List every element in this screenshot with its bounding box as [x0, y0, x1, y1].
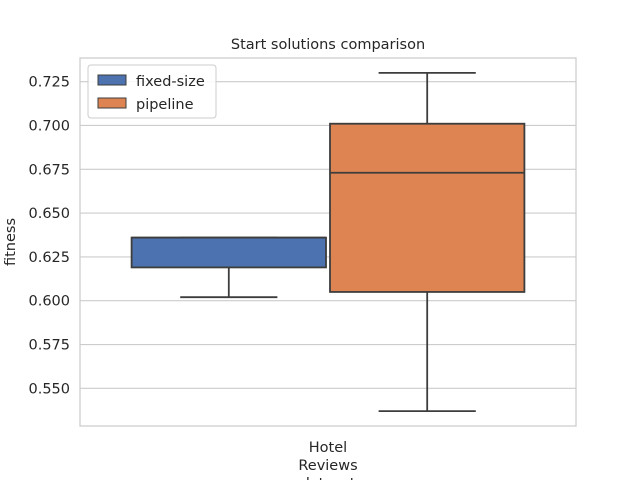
- legend-swatch: [97, 97, 127, 109]
- x-tick-label: Hotel: [309, 440, 347, 456]
- y-tick-label: 0.700: [28, 118, 70, 134]
- chart-title: Start solutions comparison: [231, 37, 425, 53]
- y-tick-label: 0.550: [28, 381, 70, 397]
- x-axis-tick-labels: Hotel Reviews dataset: [298, 440, 357, 480]
- legend-label: fixed-size: [136, 74, 205, 90]
- legend-label: pipeline: [136, 97, 194, 113]
- box-elements: [130, 71, 526, 413]
- x-tick-label: Reviews: [298, 458, 357, 474]
- legend-swatch: [97, 74, 127, 86]
- x-tick-label: dataset: [301, 476, 356, 480]
- box-pipeline: [329, 122, 526, 293]
- y-axis-tick-labels: 0.550 0.575 0.600 0.625 0.650 0.675 0.700 0.725: [28, 75, 70, 398]
- y-axis-label: fitness: [3, 218, 19, 266]
- y-tick-label: 0.575: [28, 338, 70, 354]
- y-tick-label: 0.675: [28, 162, 70, 178]
- box-fixed-size: [130, 236, 327, 269]
- plot-frame: [79, 57, 577, 427]
- y-tick-label: 0.600: [28, 294, 70, 310]
- y-tick-label: 0.650: [28, 206, 70, 222]
- y-tick-label: 0.725: [28, 75, 70, 91]
- legend: fixed-size pipeline: [87, 64, 217, 119]
- y-tick-label: 0.625: [28, 250, 70, 266]
